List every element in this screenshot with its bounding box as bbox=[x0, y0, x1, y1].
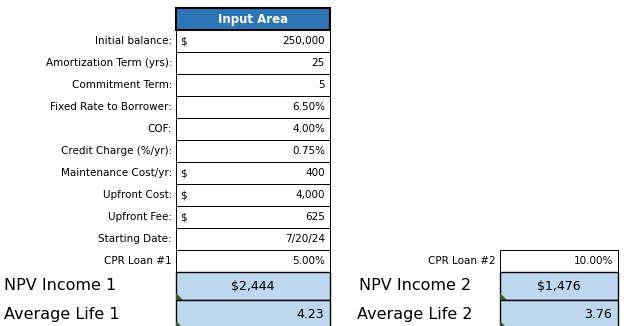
Text: 7/20/24: 7/20/24 bbox=[285, 234, 325, 244]
Text: $1,476: $1,476 bbox=[537, 279, 581, 292]
Text: 250,000: 250,000 bbox=[283, 36, 325, 46]
Text: $: $ bbox=[180, 190, 187, 200]
Text: Upfront Fee:: Upfront Fee: bbox=[108, 212, 172, 222]
Bar bbox=[176, 140, 330, 162]
Polygon shape bbox=[176, 293, 183, 300]
Text: Upfront Cost:: Upfront Cost: bbox=[102, 190, 172, 200]
Polygon shape bbox=[500, 293, 507, 300]
Bar bbox=[176, 96, 330, 118]
Bar bbox=[176, 30, 330, 52]
Text: CPR Loan #1: CPR Loan #1 bbox=[104, 256, 172, 266]
Text: 4.00%: 4.00% bbox=[292, 124, 325, 134]
Bar bbox=[176, 162, 330, 184]
Text: Initial balance:: Initial balance: bbox=[95, 36, 172, 46]
Text: $: $ bbox=[180, 212, 187, 222]
Text: 10.00%: 10.00% bbox=[573, 256, 613, 266]
Text: $2,444: $2,444 bbox=[232, 279, 275, 292]
Text: Average Life 2: Average Life 2 bbox=[358, 306, 473, 321]
Text: 3.76: 3.76 bbox=[584, 307, 612, 320]
Text: 25: 25 bbox=[312, 58, 325, 68]
Text: Fixed Rate to Borrower:: Fixed Rate to Borrower: bbox=[50, 102, 172, 112]
Bar bbox=[176, 52, 330, 74]
Bar bbox=[176, 228, 330, 250]
Bar bbox=[500, 272, 618, 300]
Text: 0.75%: 0.75% bbox=[292, 146, 325, 156]
Text: Average Life 1: Average Life 1 bbox=[4, 306, 120, 321]
Text: Starting Date:: Starting Date: bbox=[99, 234, 172, 244]
Text: NPV Income 2: NPV Income 2 bbox=[359, 278, 471, 293]
Bar bbox=[176, 272, 330, 300]
Text: Commitment Term:: Commitment Term: bbox=[72, 80, 172, 90]
Text: 4.23: 4.23 bbox=[296, 307, 324, 320]
Bar bbox=[176, 118, 330, 140]
Text: $: $ bbox=[180, 36, 187, 46]
Bar bbox=[176, 8, 330, 30]
Text: 400: 400 bbox=[305, 168, 325, 178]
Bar bbox=[176, 184, 330, 206]
Polygon shape bbox=[176, 321, 183, 326]
Text: COF:: COF: bbox=[148, 124, 172, 134]
Text: 625: 625 bbox=[305, 212, 325, 222]
Text: 5: 5 bbox=[318, 80, 325, 90]
Bar bbox=[176, 206, 330, 228]
Text: 5.00%: 5.00% bbox=[292, 256, 325, 266]
Text: Credit Charge (%/yr):: Credit Charge (%/yr): bbox=[61, 146, 172, 156]
Polygon shape bbox=[500, 321, 507, 326]
Text: 4,000: 4,000 bbox=[296, 190, 325, 200]
Bar bbox=[500, 300, 618, 326]
Text: $: $ bbox=[180, 168, 187, 178]
Text: Maintenance Cost/yr:: Maintenance Cost/yr: bbox=[61, 168, 172, 178]
Text: Input Area: Input Area bbox=[218, 12, 288, 25]
Bar bbox=[176, 250, 330, 272]
Text: Amortization Term (yrs):: Amortization Term (yrs): bbox=[46, 58, 172, 68]
Text: 6.50%: 6.50% bbox=[292, 102, 325, 112]
Bar bbox=[176, 74, 330, 96]
Text: NPV Income 1: NPV Income 1 bbox=[4, 278, 116, 293]
Bar bbox=[176, 300, 330, 326]
Text: CPR Loan #2: CPR Loan #2 bbox=[428, 256, 496, 266]
Bar bbox=[500, 250, 618, 272]
